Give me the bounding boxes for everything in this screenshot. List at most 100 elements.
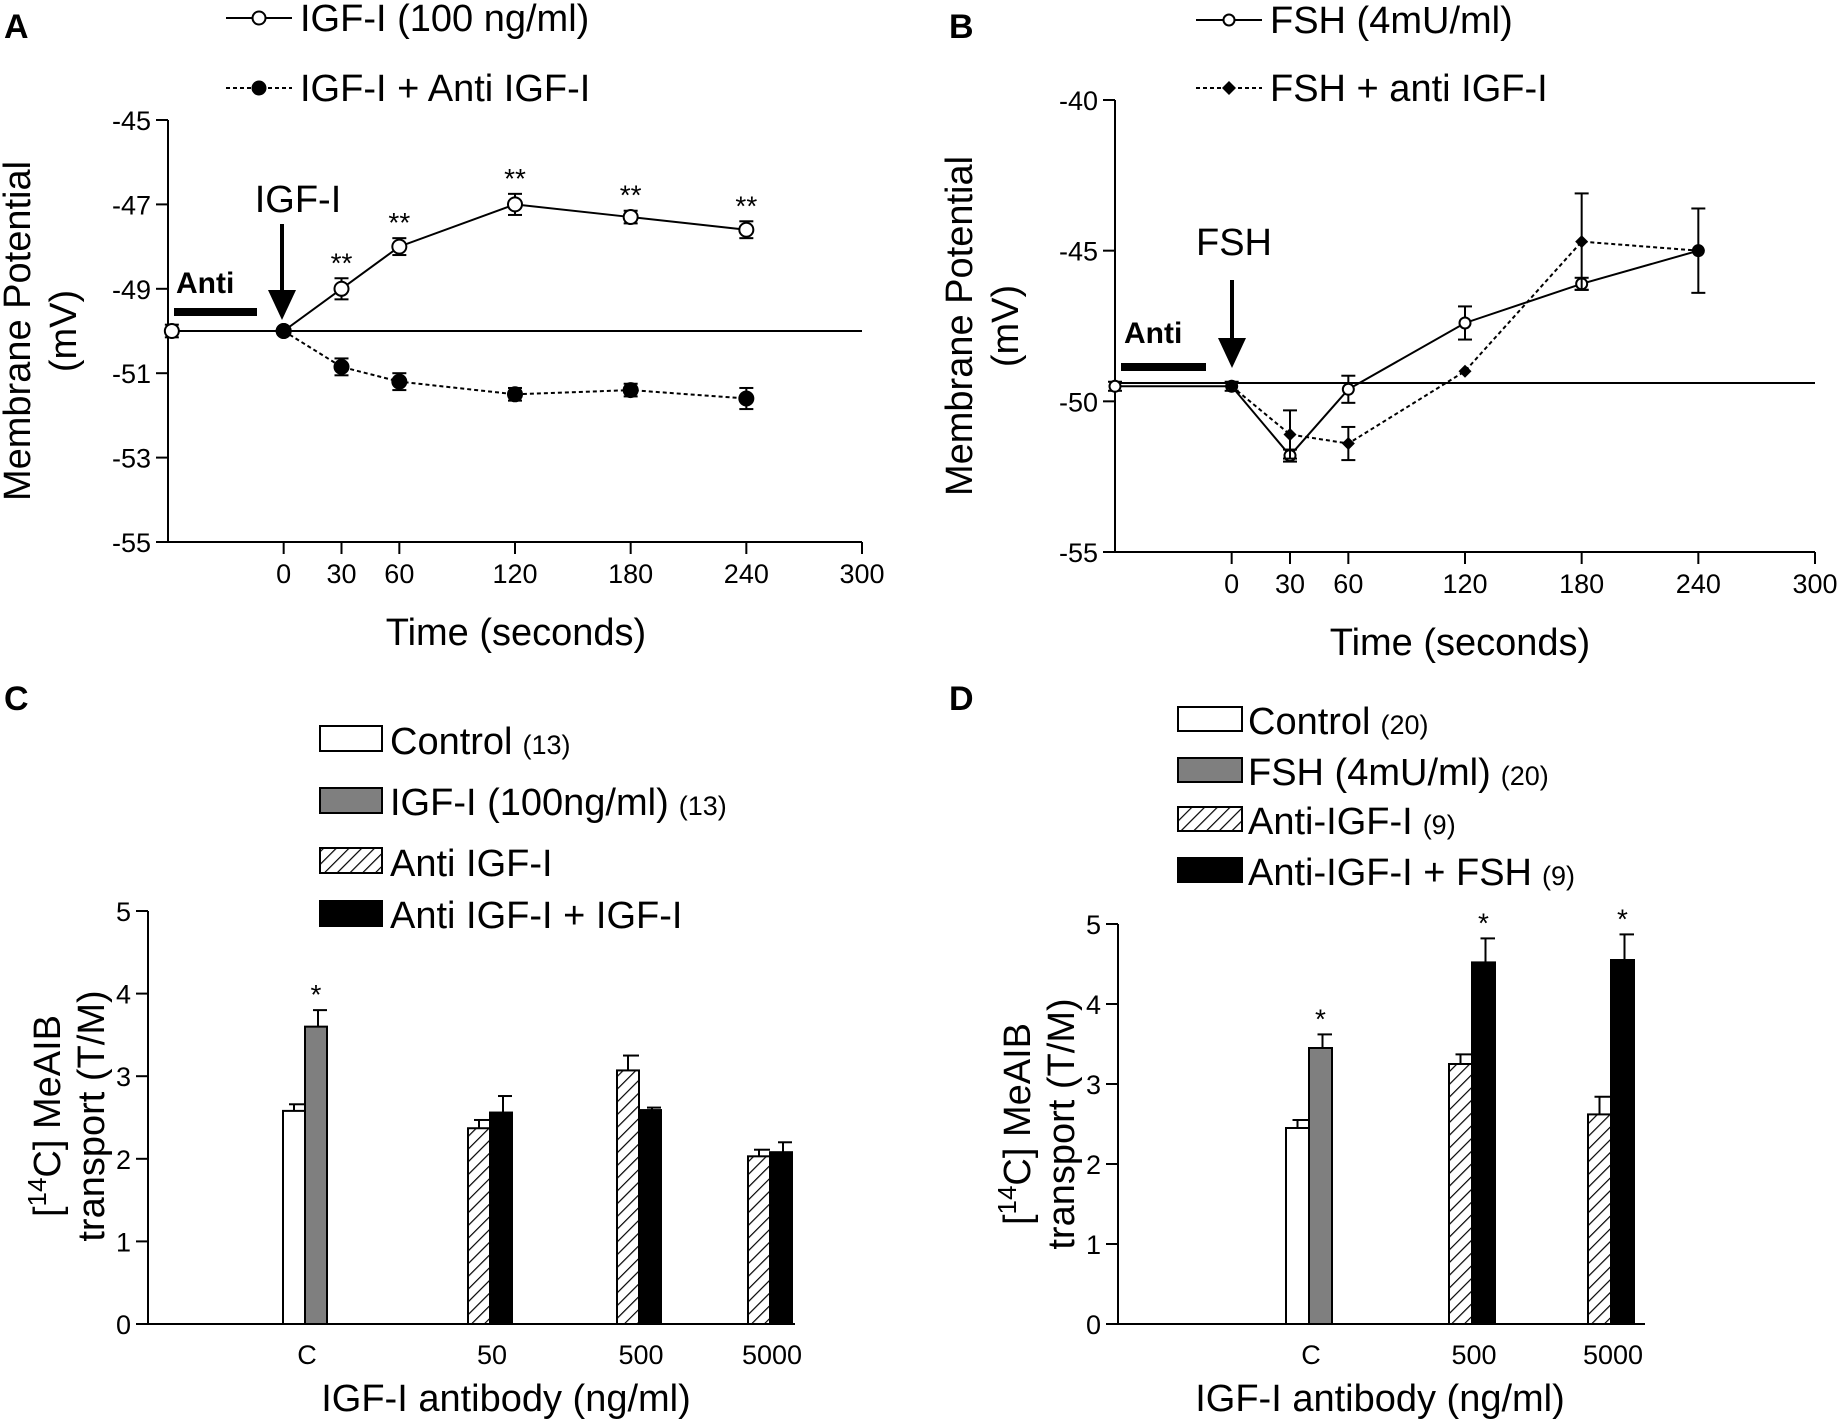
data-point [1691,244,1705,258]
data-point [333,358,350,375]
y-tick-label: 5 [116,897,131,927]
bars-d: * * * [1285,903,1635,1326]
x-axis-title-c: IGF-I antibody (ng/ml) [321,1378,691,1420]
x-tick-label: 240 [724,559,769,589]
ticks-a: 0 30 60 120 180 240 300 -55 -53 -51 -49 -47 -45 [112,106,885,589]
legend-c-name-2: IGF-I (100ng/ml) [390,782,669,824]
bar [467,1127,491,1326]
y-tick-label: 3 [116,1062,131,1092]
series-line-2 [1231,240,1699,445]
bar [1308,1047,1333,1325]
bar [747,1155,771,1326]
significance-label: ** [620,180,642,211]
anti-label-a: Anti [176,267,234,300]
significance-label: * [1617,903,1628,934]
bar [1285,1127,1310,1325]
y-axis-title-a-line1: Membrane Potential [0,161,39,501]
legend-c: Control (13) IGF-I (100ng/ml) (13) Anti IG… [319,721,727,937]
data-point [1225,379,1239,393]
legend-d-n-4: (9) [1542,861,1575,891]
bar [1587,1113,1612,1326]
x-tick-label: 50 [477,1340,507,1370]
y-axis-title-d-line1: [14C] MeAIB [992,1023,1039,1225]
y-tick-label: -53 [112,444,151,474]
data-point [622,209,639,226]
significance-label: * [1315,1003,1326,1034]
anti-label-b: Anti [1124,317,1182,350]
y-axis-title-c-line2: transport (T/M) [71,990,113,1241]
legend-b-label-1: FSH (4mU/ml) [1270,0,1513,42]
data-point [622,382,639,399]
series-line-2 [283,330,747,400]
bars-c: * [282,979,793,1326]
legend-c-label-4: Anti IGF-I + IGF-I [390,895,682,937]
arrow-label-b: FSH [1196,222,1272,264]
y-tick-label: -55 [1059,538,1098,568]
arrow-b [1218,280,1246,368]
legend-c-label-1: Control (13) [390,721,571,763]
legend-c-swatch-3 [319,847,383,874]
legend-d-label-2: FSH (4mU/ml) (20) [1248,752,1549,794]
y-axis-title-d-line2: transport (T/M) [1041,998,1083,1249]
data-point [507,196,523,213]
y-tick-label: -51 [112,359,151,389]
bar [616,1069,640,1325]
x-tick-label: 60 [384,559,414,589]
x-tick-label: 120 [1442,569,1487,599]
arrow-label-a: IGF-I [255,179,342,221]
legend-d-label-3: Anti-IGF-I (9) [1248,801,1456,843]
y-tick-label: -55 [112,528,151,558]
data-point [1458,364,1472,378]
y-tick-label: 0 [1086,1310,1101,1340]
bar [282,1109,306,1325]
x-tick-label: 5000 [742,1340,802,1370]
y-tick-label: 2 [1086,1150,1101,1180]
legend-c-swatch-1 [319,725,383,752]
data-point [1283,427,1297,441]
y-tick-label: 3 [1086,1070,1101,1100]
x-tick-label: 500 [1451,1340,1496,1370]
legend-a-label-2: IGF-I + Anti IGF-I [300,68,590,110]
legend-d-label-1: Control (20) [1248,701,1429,743]
series-a: ** ** ** ** ** [163,163,757,411]
legend-a-marker-1 [251,10,267,26]
y-tick-label: 1 [1086,1230,1101,1260]
x-tick-label: 180 [608,559,653,589]
data-point [1108,379,1122,393]
y-tick-label: -47 [112,190,151,220]
ticks-c: 0 1 2 3 4 5 C 50 500 5000 [116,897,802,1370]
legend-c-swatch-2 [319,787,383,814]
x-tick-label: 30 [1275,569,1305,599]
x-tick-label: 500 [618,1340,663,1370]
y-tick-label: 5 [1086,910,1101,940]
legend-b-marker-2 [1222,81,1236,95]
data-point [391,373,408,390]
series-line-1 [1115,249,1699,458]
legend-c-label-2: IGF-I (100ng/ml) (13) [390,782,727,824]
bar [1610,959,1635,1325]
panel-letter-c: C [4,680,29,718]
legend-c-swatch-4 [319,900,383,927]
chart-panel-c: Control (13) IGF-I (100ng/ml) (13) Anti IG… [22,721,802,1420]
panel-letter-a: A [4,8,29,46]
x-tick-label: 240 [1676,569,1721,599]
x-tick-label: 0 [276,559,291,589]
x-tick-label: 60 [1333,569,1363,599]
y-tick-label: 4 [116,980,131,1010]
significance-label: ** [331,247,353,278]
data-point [1341,437,1355,451]
data-point [275,323,292,339]
data-point [1575,235,1589,249]
bar [304,1025,328,1325]
y-tick-label: 2 [116,1145,131,1175]
x-axis-title-a: Time (seconds) [386,612,646,654]
legend-d-name-3: Anti-IGF-I [1248,801,1413,843]
legend-c-n-1: (13) [523,730,571,760]
data-point [1341,382,1355,396]
legend-d-n-3: (9) [1423,810,1456,840]
bar [1471,961,1496,1326]
y-tick-label: 0 [116,1310,131,1340]
y-axis-title-b-line2: (mV) [985,285,1027,367]
legend-d-n-1: (20) [1381,710,1429,740]
legend-b-marker-1 [1222,13,1236,27]
